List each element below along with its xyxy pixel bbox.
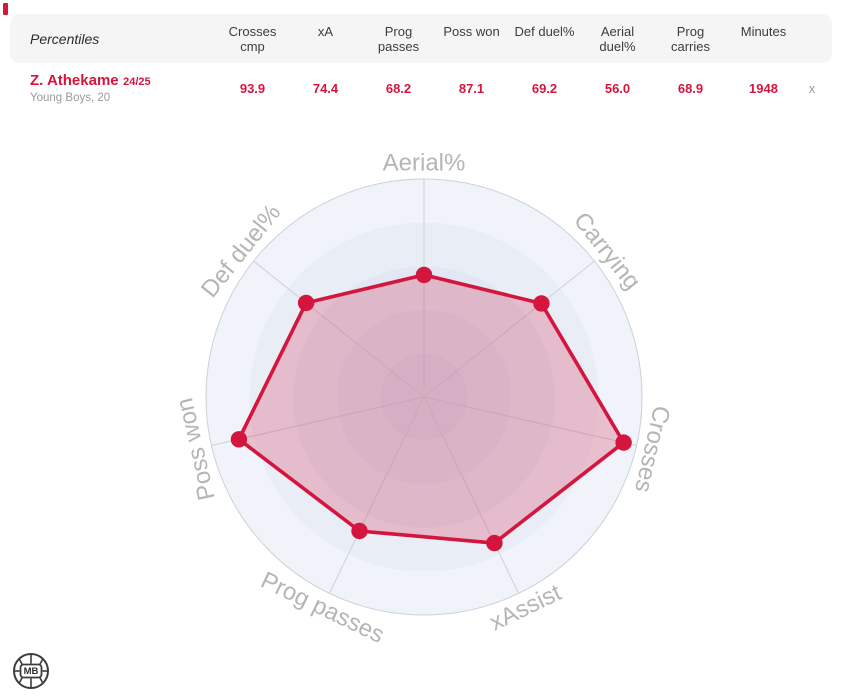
percentile-value: 74.4 [312,80,339,96]
mb-logo-circle [13,653,49,689]
column-header: Def duel% [514,23,575,39]
percentile-value: 1948 [749,80,778,96]
percentile-value: 68.9 [677,80,704,96]
percentile-value: 56.0 [604,80,631,96]
radar-polygon [237,273,626,545]
column-header: Crosses cmp [228,23,277,54]
table-header-row: Percentiles Crosses cmp xA Prog passes Poss w… [10,14,832,63]
table-header-percentiles: Percentiles [30,30,100,47]
data-point [351,522,368,540]
player-name: Z. Athekame [30,72,119,89]
data-point [297,294,315,312]
radar-points [230,266,632,552]
player-values: 93.9 74.4 68.2 87.1 69.2 56.0 68.9 1948 [216,81,800,96]
axis-label: Aerial% [383,150,466,177]
mb-logo: MB [9,649,53,693]
mb-logo-text: MB [24,666,39,677]
radar-spokes [211,179,637,594]
data-point [415,266,433,284]
player-cell: Z. Athekame 24/25 Young Boys, 20 [10,72,216,104]
column-header: Aerial duel% [599,23,636,54]
mb-logo-badge [19,663,43,679]
remove-player-button[interactable]: x [800,81,824,96]
column-header: Minutes [740,23,787,39]
player-season: 24/25 [123,76,151,88]
column-header: Prog passes [377,23,420,54]
column-header: xA [317,23,334,39]
data-point [533,295,550,312]
player-meta: Young Boys, 20 [30,92,111,104]
percentile-value: 68.2 [385,80,412,96]
percentile-value: 69.2 [531,80,558,96]
percentile-value: 87.1 [458,80,485,96]
player-row: Z. Athekame 24/25 Young Boys, 20 93.9 74.… [10,68,832,108]
table-header-columns: Crosses cmp xA Prog passes Poss won Def duel% A… [216,24,800,54]
column-header: Poss won [443,23,500,39]
data-point [230,431,248,448]
data-point [615,434,632,451]
red-marker [3,3,8,15]
column-header: Prog carries [670,23,710,54]
percentile-value: 93.9 [239,80,266,96]
data-point [486,534,503,552]
